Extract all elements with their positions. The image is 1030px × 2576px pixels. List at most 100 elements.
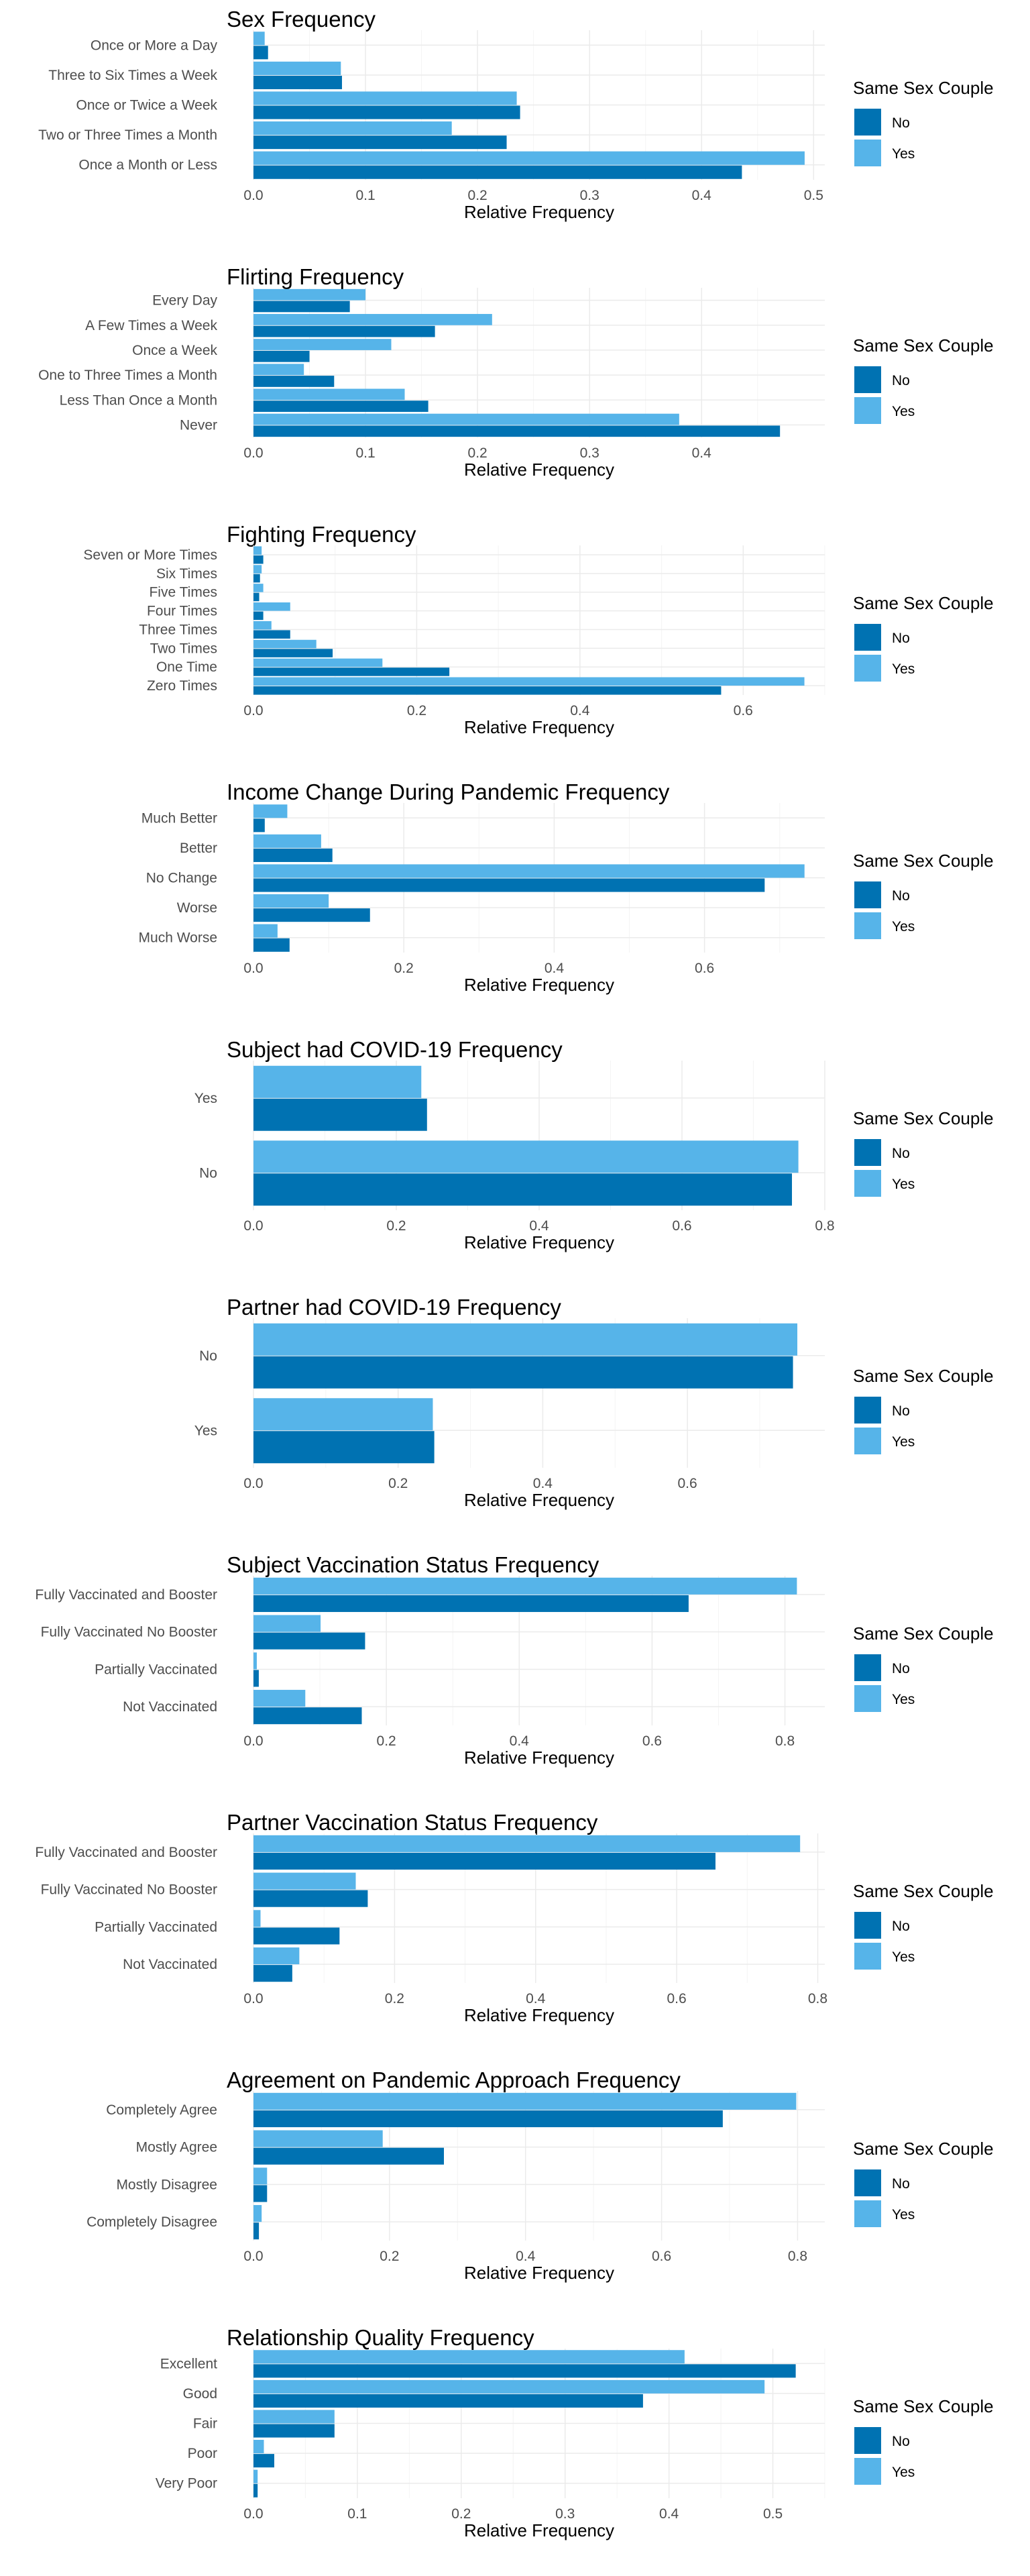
x-tick-label: 0.5 [763, 2506, 783, 2522]
legend-key-no [854, 2427, 881, 2454]
x-axis-title: Relative Frequency [464, 717, 614, 737]
legend-key-yes [854, 397, 881, 424]
bar-no [253, 325, 435, 337]
bar-yes [253, 658, 383, 667]
x-tick-label: 0.8 [808, 1991, 827, 2006]
x-tick-label: 0.4 [545, 961, 565, 976]
bar-yes [253, 32, 265, 46]
category-label: Less Than Once a Month [60, 392, 217, 408]
category-label: Yes [194, 1423, 217, 1438]
chart-panel-2: Fighting Frequency 0.0 0.2 0.4 0.6 Seven or M… [83, 522, 993, 737]
bar-no [253, 2185, 268, 2202]
bar-no [253, 848, 333, 862]
bar-no [253, 2222, 260, 2240]
x-tick-label: 0.6 [734, 703, 753, 718]
bar-yes [253, 2130, 383, 2147]
bar-no [253, 1965, 292, 1982]
bar-yes [253, 2167, 268, 2185]
category-label: A Few Times a Week [85, 318, 217, 333]
legend-key-yes [854, 655, 881, 682]
category-label: Fair [193, 2416, 217, 2432]
x-tick-label: 0.0 [243, 445, 263, 461]
bar-yes [253, 2469, 258, 2483]
category-label: Once a Month or Less [78, 158, 217, 173]
legend-key-no [854, 881, 881, 908]
category-label: Much Better [141, 810, 217, 826]
legend-key-yes [854, 1428, 881, 1454]
bar-yes [253, 388, 405, 400]
legend-key-yes [854, 912, 881, 939]
legend-title: Same Sex Couple [853, 851, 994, 871]
bar-no [253, 592, 260, 602]
chart-panel-8: Agreement on Pandemic Approach Frequency… [87, 2068, 993, 2283]
x-axis-title: Relative Frequency [464, 2263, 614, 2283]
x-tick-label: 0.2 [380, 2249, 399, 2264]
chart-panel-4: Subject had COVID-19 Frequency 0.0 0.2 0.4 0… [194, 1037, 994, 1252]
legend-key-yes [854, 1943, 881, 1970]
bar-yes [253, 639, 317, 649]
bar-no [253, 1890, 368, 1907]
x-tick-label: 0.4 [529, 1218, 549, 1234]
chart-panel-9: Relationship Quality Frequency 0.0 0.1 0.2 0… [156, 2325, 994, 2540]
legend-label: No [892, 631, 910, 646]
legend-title: Same Sex Couple [853, 593, 994, 613]
chart-panel-3: Income Change During Pandemic Frequency 0… [139, 780, 994, 995]
x-axis-title: Relative Frequency [464, 1490, 614, 1510]
bar-no [253, 2110, 723, 2127]
bar-yes [253, 834, 321, 848]
category-label: Three Times [139, 622, 217, 637]
bar-yes [253, 91, 517, 105]
x-tick-label: 0.4 [692, 188, 712, 203]
bar-no [253, 400, 428, 412]
chart-panel-7: Partner Vaccination Status Frequency 0.0 0… [35, 1810, 993, 2025]
bar-yes [253, 565, 262, 574]
bar-yes [253, 621, 272, 630]
category-label: Fully Vaccinated No Booster [41, 1625, 217, 1640]
chart-title: Partner Vaccination Status Frequency [227, 1810, 598, 1835]
x-tick-label: 0.6 [652, 2249, 671, 2264]
category-label: Five Times [149, 585, 217, 600]
bar-no [253, 1431, 435, 1464]
category-label: Four Times [147, 604, 217, 619]
bar-yes [253, 677, 805, 686]
x-tick-label: 0.0 [243, 1733, 263, 1749]
legend-title: Same Sex Couple [853, 2396, 994, 2416]
category-label: Two Times [150, 641, 217, 656]
bar-yes [253, 1947, 300, 1965]
x-tick-label: 0.6 [672, 1218, 691, 1234]
x-tick-label: 0.8 [815, 1218, 834, 1234]
x-tick-label: 0.4 [516, 2249, 536, 2264]
legend-label: No [892, 1146, 910, 1161]
bar-yes [253, 1690, 306, 1707]
category-label: Yes [194, 1091, 217, 1106]
bar-no [253, 2394, 643, 2408]
x-tick-label: 0.2 [451, 2506, 471, 2522]
x-tick-label: 0.4 [659, 2506, 679, 2522]
category-label: Never [180, 417, 217, 433]
x-tick-label: 0.0 [243, 703, 263, 718]
legend-title: Same Sex Couple [853, 78, 994, 98]
chart-title: Partner had COVID-19 Frequency [227, 1295, 561, 1320]
bar-yes [253, 151, 805, 165]
legend-key-yes [854, 1685, 881, 1712]
x-tick-label: 0.0 [243, 961, 263, 976]
bar-no [253, 1356, 793, 1389]
chart-title: Subject had COVID-19 Frequency [227, 1037, 563, 1062]
legend-key-yes [854, 2458, 881, 2485]
bar-no [253, 301, 350, 313]
chart-title: Fighting Frequency [227, 522, 416, 547]
category-label: Every Day [152, 293, 217, 309]
chart-panel-1: Flirting Frequency 0.0 0.1 0.2 0.3 0.4 Every D… [38, 264, 993, 480]
x-tick-label: 0.4 [570, 703, 590, 718]
legend-key-no [854, 1912, 881, 1939]
category-label: Seven or More Times [83, 547, 217, 563]
legend-key-no [854, 366, 881, 393]
chart-panel-5: Partner had COVID-19 Frequency 0.0 0.2 0.4 0… [194, 1295, 994, 1510]
x-tick-label: 0.2 [407, 703, 426, 718]
bar-no [253, 649, 333, 657]
bar-yes [253, 413, 679, 425]
category-label: Mostly Agree [136, 2140, 217, 2155]
x-tick-label: 0.4 [533, 1476, 553, 1491]
legend-label: No [892, 1919, 910, 1934]
x-tick-label: 0.8 [788, 2249, 807, 2264]
